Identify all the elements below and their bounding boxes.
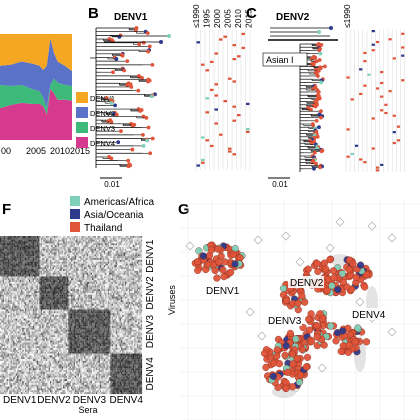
panel-c-title: DENV2 [276,12,310,23]
year-tick-b: 1995 [202,9,212,28]
heatmap-col-label: DENV4 [110,395,144,406]
area-denv4 [0,89,72,140]
legend-swatch-thailand [70,222,80,232]
legend-label-thailand: Thailand [84,223,122,234]
area-x-tick: 00 [1,146,11,156]
cluster-label: DENV1 [206,286,240,297]
antigenic-map-cluster-labels: DENV1 DENV2 DENV3 DENV4 [204,276,386,327]
heatmap-column-labels: DENV1 DENV2 DENV3 DENV4 [3,395,143,406]
legend-label-americas_africa: Americas/Africa [84,197,154,208]
legend-label-denv1: DENV1 [90,94,115,103]
legend-swatch-asia_oceania [70,209,80,219]
area-x-tick: 2005 [26,146,46,156]
area-x-tick: 2010 [50,146,70,156]
phylo-tree-denv1 [90,26,171,169]
region-legend: Americas/Africa Asia/Oceania Thailand [70,196,154,234]
legend-label-denv3: DENV3 [90,124,115,133]
area-denv1 [0,34,72,72]
area-legend: DENV1 DENV2 DENV3 DENV4 [76,92,115,148]
panel-b: B DENV1 ≤1990 1995 2000 2005 2010 2015 0.01 [88,4,254,189]
year-tick-grid-denv1 [195,30,251,170]
year-tick-labels-denv1: ≤1990 1995 2000 2005 2010 2015 [191,4,254,28]
year-tick-b: 2010 [233,9,243,28]
legend-swatch-denv1 [76,92,88,103]
scale-label-b: 0.01 [104,180,120,189]
year-tick-b: ≤1990 [191,4,201,28]
legend-label-denv4: DENV4 [90,139,115,148]
legend-label-asia_oceania: Asia/Oceania [84,210,144,221]
year-tick-b: 2000 [212,9,222,28]
panel-a: 00 2005 2010 2015 DENV1 DENV2 DENV3 DENV4 [0,34,115,156]
panel-g-label: G [178,201,190,218]
year-tick-labels-denv2: ≤1990 [342,4,352,28]
heatmap-xlabel: Sera [78,405,97,415]
year-tick-b: 2015 [244,9,254,28]
legend-swatch-denv4 [76,137,88,148]
year-tick-b: 2005 [223,9,233,28]
panel-b-title: DENV1 [114,12,148,23]
area-x-tick: 2015 [70,146,90,156]
panel-c: C DENV2 ≤1990 Asian I 0.01 [246,4,406,189]
area-denv3 [0,78,72,115]
heatmap-ylabel: Viruses [167,285,177,315]
panel-f-label: F [2,201,11,218]
heatmap-row-label: DENV2 [145,276,156,310]
panel-f: F Americas/Africa Asia/Oceania Thailand DE… [0,196,177,415]
clade-label-asian-i: Asian I [266,55,294,65]
year-tick-grid-denv2 [345,30,406,172]
heatmap-row-labels: DENV1 DENV2 DENV3 DENV4 [145,239,156,390]
heatmap-row-label: DENV4 [145,357,156,391]
heatmap-col-label: DENV1 [3,395,37,406]
clade-label-box [262,52,308,67]
area-denv2 [0,38,72,109]
panel-g: G DENV1 DENV2 DENV3 DENV4 [178,200,420,420]
legend-swatch-americas_africa [70,196,80,206]
neutralization-heatmap [0,236,143,395]
heatmap-row-label: DENV3 [145,314,156,348]
heatmap-col-label: DENV2 [37,395,71,406]
heatmap-col-label: DENV3 [73,395,107,406]
legend-swatch-denv3 [76,122,88,133]
area-chart [0,34,72,140]
cluster-label: DENV3 [268,316,302,327]
phylo-tree-denv2 [268,26,338,172]
legend-label-denv2: DENV2 [90,109,115,118]
year-tick-c: ≤1990 [342,4,352,28]
cluster-label: DENV2 [290,278,324,289]
legend-swatch-denv2 [76,107,88,118]
area-x-axis: 00 2005 2010 2015 [1,146,90,156]
antigenic-map-points [185,217,397,398]
cluster-label: DENV4 [352,310,386,321]
heatmap-row-label: DENV1 [145,239,156,273]
scale-label-c: 0.01 [272,180,288,189]
panel-c-label: C [246,5,257,22]
panel-b-label: B [88,5,99,22]
